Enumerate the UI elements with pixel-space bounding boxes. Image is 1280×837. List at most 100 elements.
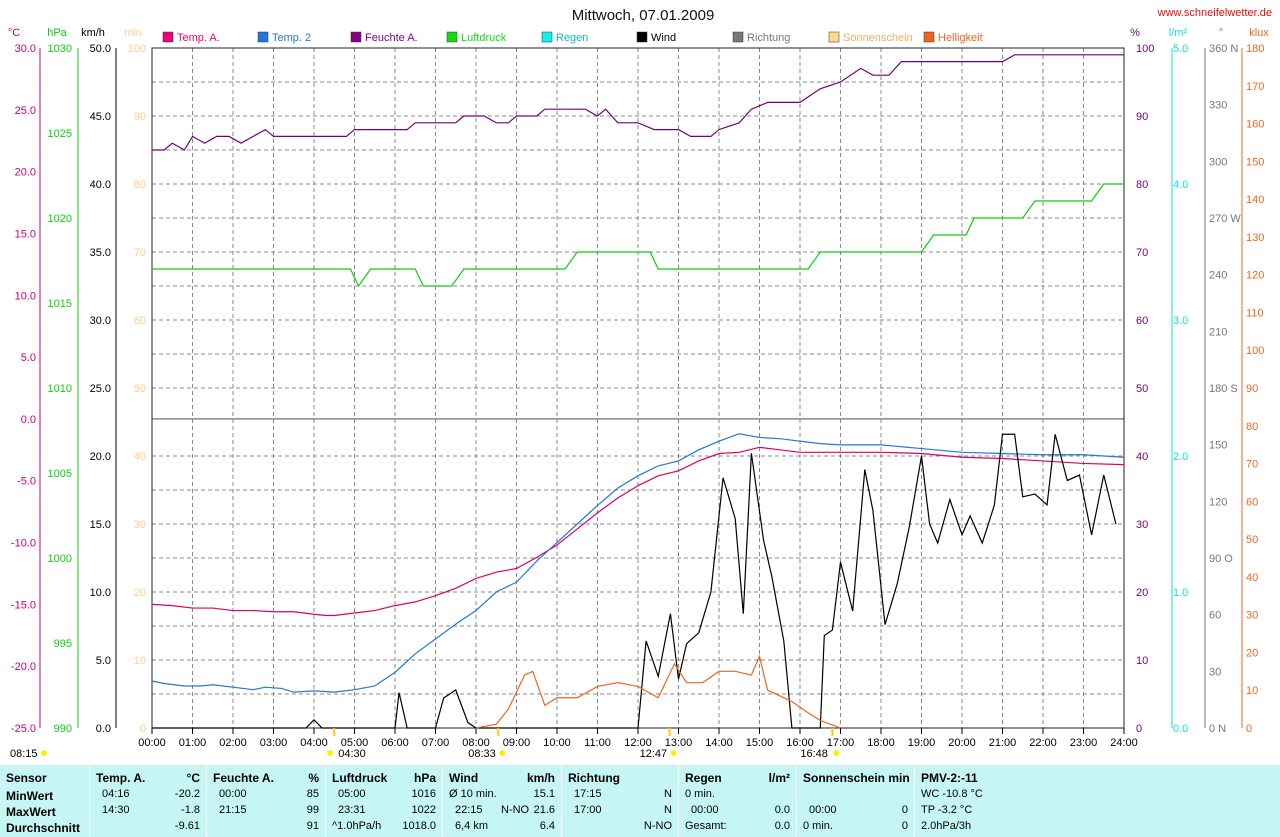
stats-luftdruck-min-val: 1016 xyxy=(411,788,436,800)
brightness-tick: 130 xyxy=(1246,232,1264,244)
direction-tick: 150 xyxy=(1209,440,1227,452)
legend-swatch xyxy=(257,31,269,43)
direction-tick: 210 xyxy=(1209,326,1227,338)
time-tick-label: 02:00 xyxy=(219,737,247,749)
series-luftdruck-line xyxy=(152,183,1124,288)
sun-event-label: 04:30 xyxy=(338,748,366,760)
stats-feuchte-max-val: 99 xyxy=(306,804,319,816)
sun-tick: 50 xyxy=(134,383,146,395)
stats-temp: Temp. A. °C 04:16 -20.2 14:30 -1.8 -9.61 xyxy=(89,765,206,837)
grid xyxy=(152,48,1124,728)
legend-swatch xyxy=(923,31,935,43)
stats-feuchte-title: Feuchte A. xyxy=(213,771,274,785)
brightness-tick: 60 xyxy=(1246,496,1258,508)
stats-richtung: Richtung 17:15 N 17:00 N N-NO xyxy=(561,765,678,837)
sun-tick: 100 xyxy=(128,43,146,55)
stats-wind-distance: 6,4 km xyxy=(455,820,489,832)
pressure-tick: 1015 xyxy=(48,298,72,310)
wind-tick: 5.0 xyxy=(96,655,111,667)
time-tick-label: 05:00 xyxy=(341,737,369,749)
time-tick-label: 07:00 xyxy=(422,737,450,749)
sun-event-label: 08:15 xyxy=(10,748,38,760)
website-link[interactable]: www.schneifelwetter.de xyxy=(1157,7,1272,19)
stats-temp-max-time: 14:30 xyxy=(102,804,130,816)
wind-tick: 15.0 xyxy=(90,519,111,531)
axis-unit-humidity: % xyxy=(1130,27,1140,39)
stats-feuchte-unit: % xyxy=(308,771,319,785)
axis-unit-rain: l/m² xyxy=(1169,27,1188,39)
brightness-tick: 140 xyxy=(1246,194,1264,206)
stats-wind-max-dir: N-NO xyxy=(501,804,530,816)
legend-label: Helligkeit xyxy=(938,32,983,44)
brightness-tick: 100 xyxy=(1246,345,1264,357)
time-tick-label: 13:00 xyxy=(665,737,693,749)
legend-swatch xyxy=(162,31,174,43)
pressure-tick: 1000 xyxy=(48,553,72,565)
legend-swatch xyxy=(636,31,648,43)
direction-tick: 360 N xyxy=(1209,43,1238,55)
sun-tick: 0 xyxy=(140,723,146,735)
stats-temp-min-time: 04:16 xyxy=(102,788,130,800)
rain-tick: 3.0 xyxy=(1173,315,1188,327)
statistics-panel: Sensor MinWert MaxWert Durchschnitt Temp… xyxy=(0,765,1280,837)
chart-title: Mittwoch, 07.01.2009 xyxy=(572,7,715,24)
legend-label: Temp. A. xyxy=(177,32,220,44)
temp-tick: -10.0 xyxy=(11,538,36,550)
brightness-tick: 120 xyxy=(1246,270,1264,282)
humidity-tick: 40 xyxy=(1136,451,1148,463)
sun-tick: 70 xyxy=(134,247,146,259)
direction-tick: 90 O xyxy=(1209,553,1233,565)
stats-regen: Regen l/m² 0 min. 00:00 0.0 Gesamt: 0.0 xyxy=(678,765,796,837)
stats-regen-max-val: 0.0 xyxy=(774,804,790,816)
legend-swatch xyxy=(828,31,840,43)
sun-event-label: 16:48 xyxy=(800,748,828,760)
temp-tick: 25.0 xyxy=(15,105,36,117)
humidity-tick: 30 xyxy=(1136,519,1148,531)
stats-temp-min-val: -20.2 xyxy=(174,788,200,800)
stats-luftdruck-title: Luftdruck xyxy=(332,771,388,785)
stats-richtung-max-val: N xyxy=(664,804,672,816)
time-tick-label: 15:00 xyxy=(746,737,774,749)
brightness-tick: 170 xyxy=(1246,81,1264,93)
stats-feuchte-avg-val: 91 xyxy=(306,820,319,832)
wind-tick: 45.0 xyxy=(90,111,111,123)
wind-tick: 50.0 xyxy=(90,43,111,55)
temp-tick: 0.0 xyxy=(21,414,36,426)
stats-temp-max-val: -1.8 xyxy=(181,804,200,816)
wind-tick: 30.0 xyxy=(90,315,111,327)
stats-pmv: PMV-2:-11 WC -10.8 °C TP -3.2 °C 2.0hPa/… xyxy=(914,765,1280,837)
weather-chart: Mittwoch, 07.01.2009 www.schneifelwetter… xyxy=(8,7,1272,760)
axis-unit-labels: °C hPa km/h min% l/m² ° klux xyxy=(8,27,1269,39)
series xyxy=(151,54,1125,729)
sun-icon xyxy=(327,750,334,756)
direction-tick: 300 xyxy=(1209,156,1227,168)
stats-pmv-tendency: 2.0hPa/3h xyxy=(921,820,972,832)
stats-temp-avg-val: -9.61 xyxy=(174,820,200,832)
legend-label: Regen xyxy=(556,32,588,44)
direction-tick: 0 N xyxy=(1209,723,1226,735)
time-tick-label: 03:00 xyxy=(260,737,288,749)
brightness-tick: 0 xyxy=(1246,723,1252,735)
stats-temp-title: Temp. A. xyxy=(96,771,146,785)
humidity-tick: 90 xyxy=(1136,111,1148,123)
stats-regen-total-label: Gesamt: xyxy=(685,820,727,832)
temp-tick: -15.0 xyxy=(11,599,36,611)
axis-unit-wind: km/h xyxy=(81,27,105,39)
sun-tick: 30 xyxy=(134,519,146,531)
time-tick-label: 21:00 xyxy=(989,737,1017,749)
sun-tick: 80 xyxy=(134,179,146,191)
time-tick-label: 11:00 xyxy=(584,737,611,749)
time-tick-label: 24:00 xyxy=(1110,737,1138,749)
stats-wind-title: Wind xyxy=(449,771,479,785)
series-feuchte-a-line xyxy=(152,54,1124,151)
time-tick-label: 22:00 xyxy=(1029,737,1057,749)
stats-sensor: Sensor MinWert MaxWert Durchschnitt xyxy=(0,765,88,837)
sun-events: 08:15 04:30 08:33 12:47 16:48 xyxy=(10,728,840,760)
temp-tick: 20.0 xyxy=(15,167,36,179)
wind-tick: 10.0 xyxy=(90,587,111,599)
stats-feuchte-min-time: 00:00 xyxy=(219,788,247,800)
pressure-tick: 1020 xyxy=(48,213,72,225)
brightness-tick: 30 xyxy=(1246,610,1258,622)
stats-luftdruck-avg-val: 1018.0 xyxy=(402,820,436,832)
stats-richtung-max-time: 17:00 xyxy=(574,804,602,816)
